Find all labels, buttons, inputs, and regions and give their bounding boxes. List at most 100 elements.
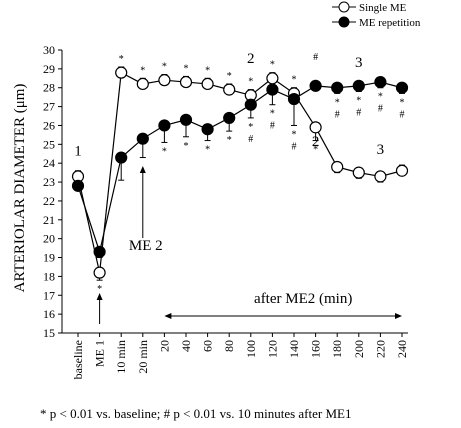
after-me2-arrowhead-right	[395, 313, 402, 319]
me-repetition-point	[71, 179, 85, 192]
me-repetition-sig-star: *	[270, 109, 275, 120]
x-tick-label: 100	[244, 340, 258, 358]
single-me-point	[136, 77, 149, 91]
single-me-sig-star: *	[205, 65, 210, 76]
me-repetition-point	[115, 151, 128, 164]
single-me-sig-star: *	[140, 65, 145, 76]
x-tick-label: 120	[265, 340, 279, 358]
single-me-point	[223, 83, 236, 96]
single-me-sig-star: *	[292, 75, 297, 86]
me-repetition-sig-star: *	[400, 97, 405, 108]
single-me-point	[309, 121, 322, 134]
me-repetition-legend-marker	[338, 16, 350, 28]
single-me-point	[201, 77, 214, 91]
single-me-sig-star: *	[313, 145, 318, 156]
y-tick-label: 19	[43, 251, 55, 265]
legend: Single ME ME repetition	[332, 1, 421, 29]
after-me2-arrowhead-left	[164, 313, 172, 319]
hash-mark: #	[378, 104, 383, 115]
x-tick-label: 60	[201, 340, 215, 352]
me-repetition-point	[136, 132, 149, 145]
me-repetition-point	[266, 83, 279, 96]
x-tick-label: 80	[222, 340, 236, 352]
me-repetition-sig-star: *	[205, 145, 210, 156]
single-me-sig-star: *	[97, 284, 102, 295]
x-tick-label: 20 min	[136, 340, 150, 374]
single-me-sig-star: *	[227, 71, 232, 82]
y-tick-label: 17	[43, 288, 55, 302]
y-tick-label: 16	[43, 307, 55, 321]
single-me-point	[93, 266, 106, 279]
y-tick-label: 21	[43, 213, 55, 227]
single-me-point	[266, 72, 279, 85]
hash-mark: #	[248, 134, 253, 145]
single-me-legend-label: Single ME	[359, 2, 407, 14]
phase-label: 3	[377, 142, 385, 158]
single-me-point	[395, 164, 409, 177]
hash-mark: #	[292, 141, 297, 152]
single-me-point	[179, 75, 193, 89]
x-tick-label: 160	[309, 340, 323, 358]
me-repetition-sig-star: *	[248, 122, 253, 133]
y-tick-label: 30	[43, 43, 55, 57]
me-repetition-point	[179, 113, 193, 126]
hash-mark: #	[400, 109, 405, 120]
single-me-sig-star: *	[270, 60, 275, 71]
y-tick-label: 20	[43, 232, 55, 246]
annotations: ME 2 after ME2 (min) 1 2 3 2 3	[74, 51, 402, 324]
x-tick-label: 220	[373, 340, 387, 358]
phase-label: 2	[312, 134, 320, 150]
hash-mark: #	[270, 121, 275, 132]
phase-label: 2	[247, 51, 255, 67]
y-tick-label: 29	[43, 62, 55, 76]
footnote: * p < 0.01 vs. baseline; # p < 0.01 vs. …	[40, 406, 351, 421]
me-repetition-line	[77, 81, 403, 255]
me-repetition-sig-star: *	[335, 97, 340, 108]
hash-mark: #	[313, 52, 318, 63]
single-me-point	[158, 74, 171, 87]
me-repetition-point	[287, 92, 301, 106]
significance-marks: *** * * ******** ****** * **##### # ##	[97, 52, 404, 295]
phase-label: 1	[74, 144, 82, 160]
y-tick-label: 23	[43, 175, 55, 189]
me1-arrowhead	[96, 293, 103, 300]
single-me-point	[352, 166, 365, 179]
me-repetition-legend-label: ME repetition	[359, 17, 421, 29]
axes: 15161718192021222324252627282930baseline…	[43, 43, 409, 379]
x-tick-label: 200	[352, 340, 366, 358]
y-tick-label: 26	[43, 118, 55, 132]
me-repetition-sig-star: *	[356, 96, 361, 107]
me-repetition-point	[158, 119, 171, 132]
me2-arrowhead	[139, 166, 146, 173]
x-tick-label: 20	[157, 340, 171, 352]
me-repetition-point	[244, 98, 257, 111]
me-repetition-sig-star: *	[184, 141, 189, 152]
y-tick-label: 15	[43, 326, 55, 340]
me-repetition-sig-star: *	[292, 129, 297, 140]
hash-mark: #	[335, 109, 340, 120]
me-repetition-point	[395, 81, 409, 94]
series-markers	[71, 66, 409, 279]
y-tick-label: 27	[43, 100, 55, 114]
me-repetition-sig-star: *	[162, 146, 167, 157]
me-repetition-point	[331, 81, 344, 94]
single-me-sig-star: *	[184, 63, 189, 74]
single-me-line	[77, 71, 403, 273]
y-tick-label: 24	[43, 156, 55, 170]
single-me-point	[374, 170, 387, 183]
single-me-sig-star: *	[162, 62, 167, 73]
me2-label: ME 2	[129, 238, 163, 254]
me-repetition-point	[374, 75, 387, 89]
me-repetition-sig-star: *	[378, 92, 383, 103]
hash-mark: #	[356, 108, 361, 119]
me-repetition-sig-star: *	[227, 135, 232, 146]
x-tick-label: baseline	[71, 340, 85, 379]
single-me-sig-star: *	[119, 54, 124, 65]
me-repetition-point	[352, 79, 365, 92]
x-tick-label: 40	[179, 340, 193, 352]
after-me2-label: after ME2 (min)	[254, 291, 352, 307]
me-repetition-point	[201, 123, 214, 136]
series-lines	[77, 71, 403, 273]
x-tick-label: 240	[395, 340, 409, 358]
